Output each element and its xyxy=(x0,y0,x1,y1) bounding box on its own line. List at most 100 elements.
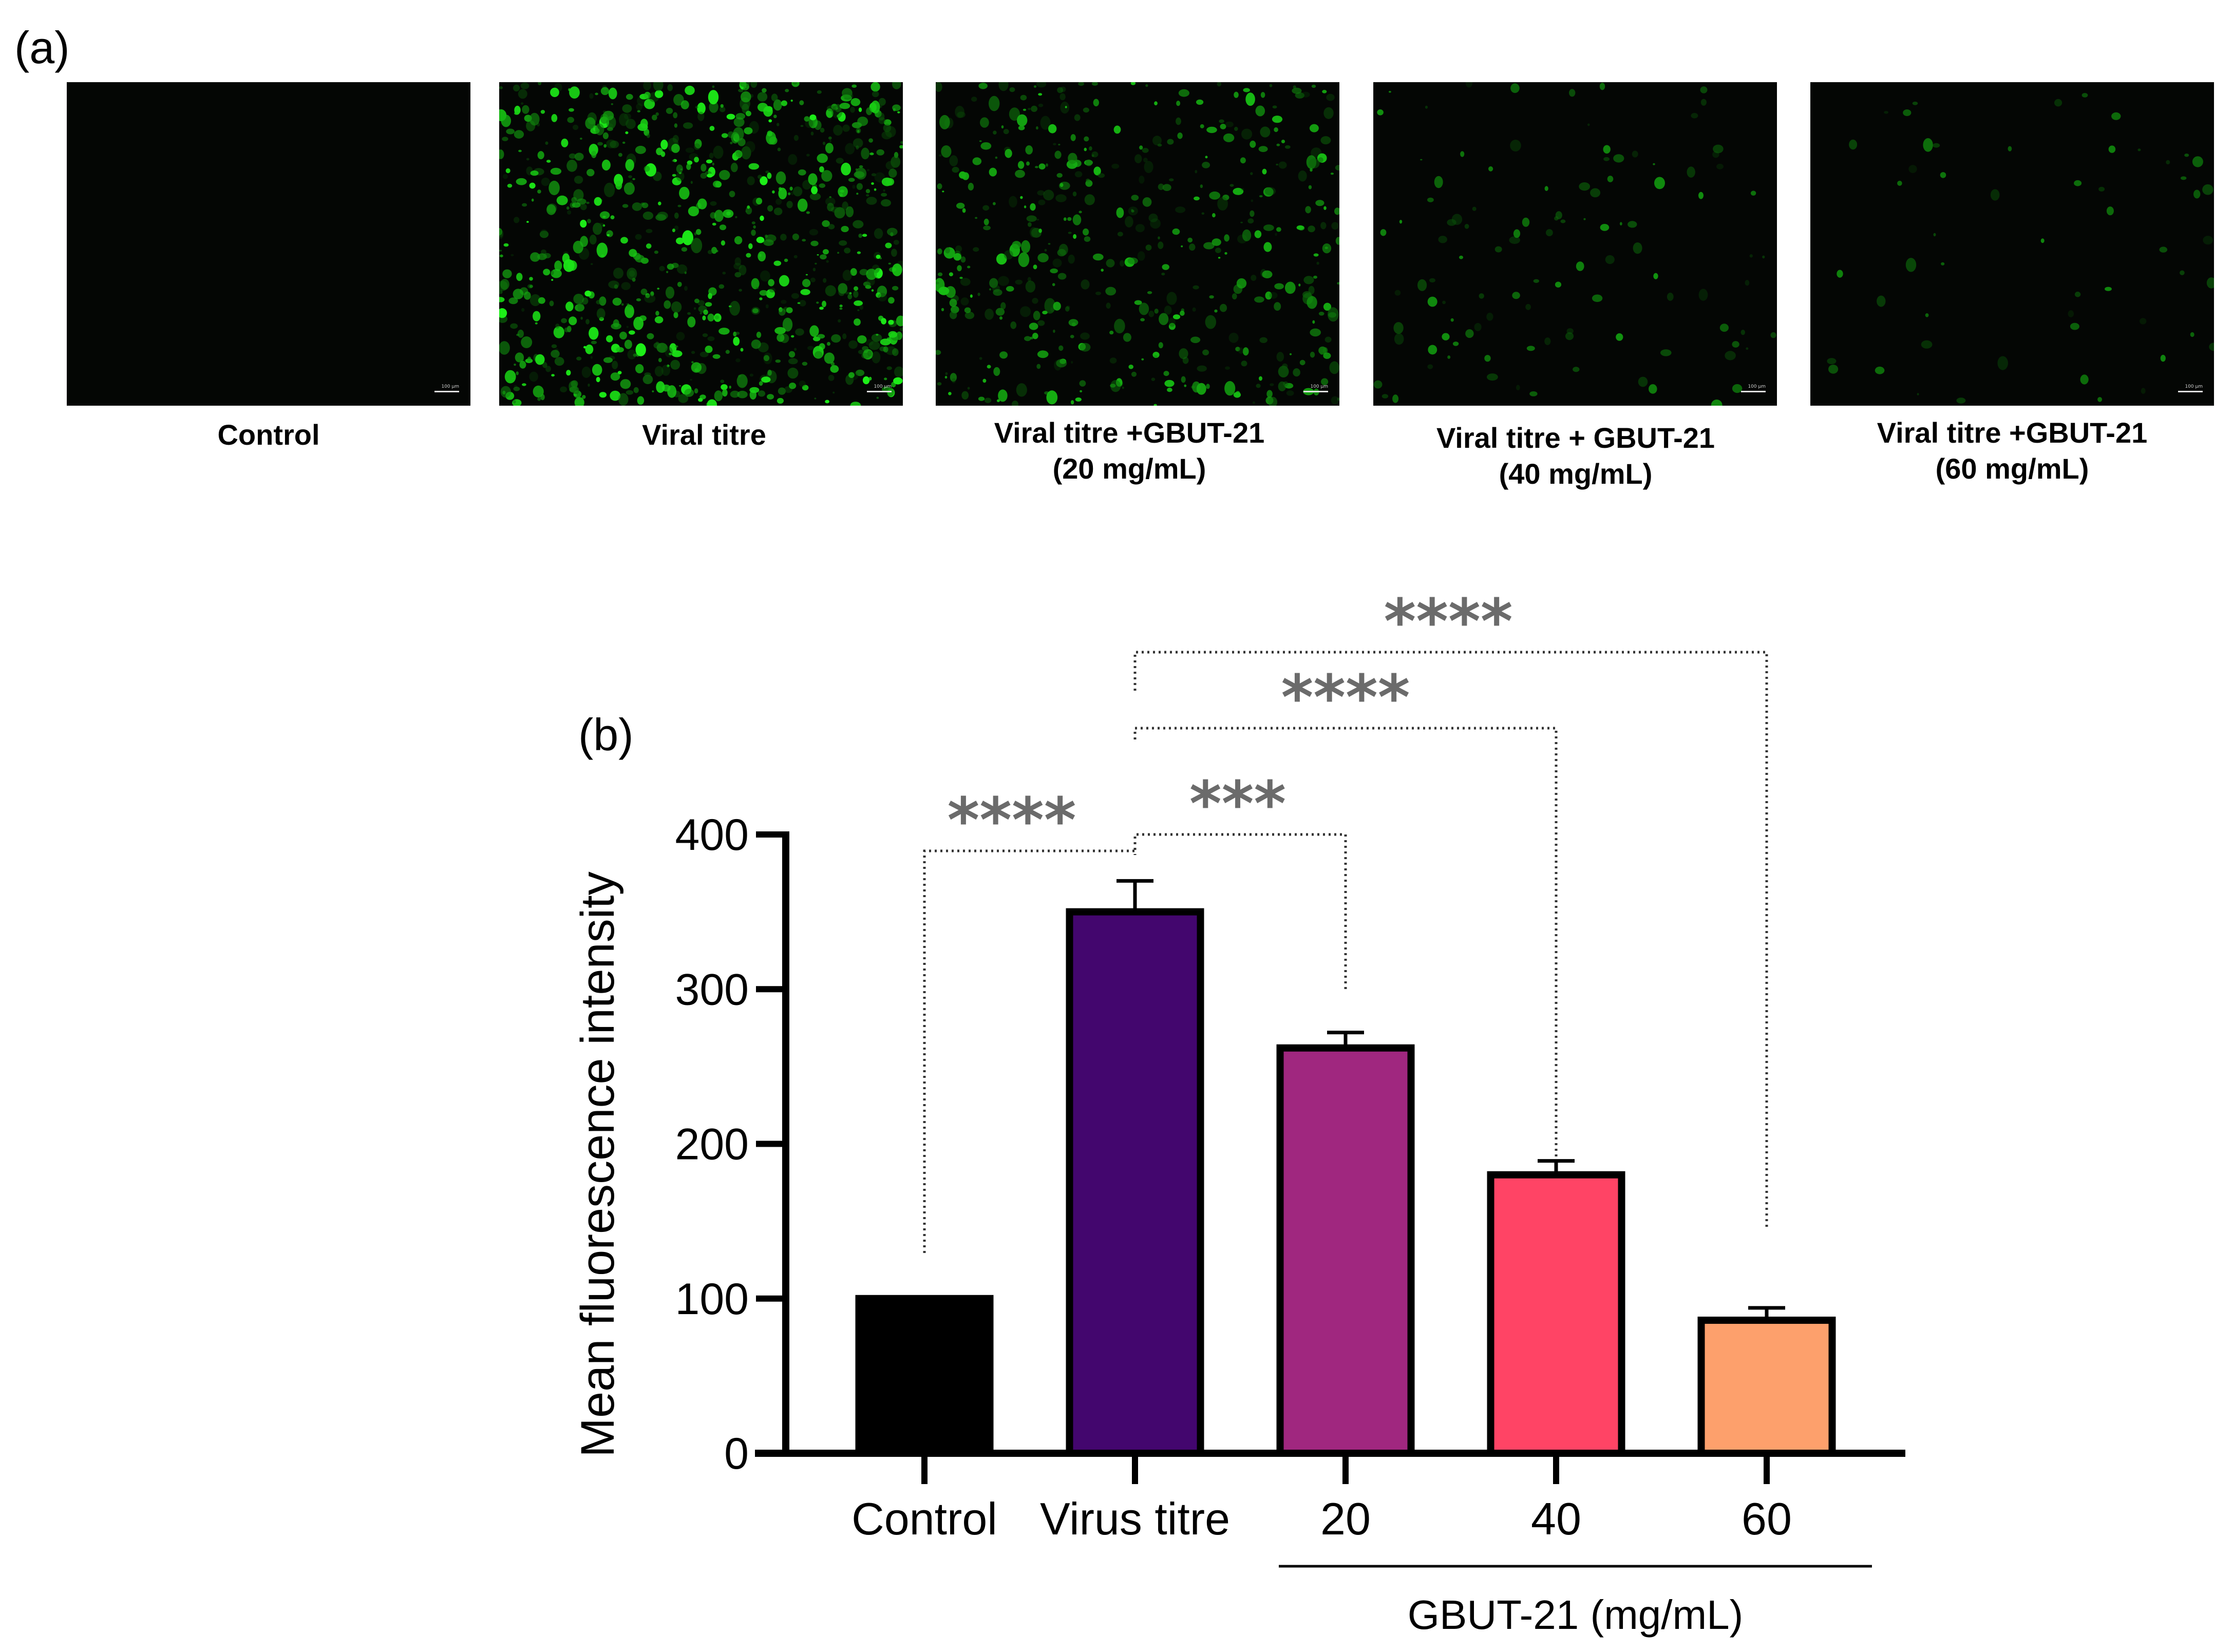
cell-speckle xyxy=(1884,111,1888,114)
cell-speckle xyxy=(980,117,989,128)
cell-speckle xyxy=(735,332,740,335)
cell-speckle xyxy=(1202,349,1209,355)
cell-speckle xyxy=(539,231,549,238)
cell-speckle xyxy=(960,278,971,286)
cell-speckle xyxy=(1006,286,1014,292)
cell-speckle xyxy=(1725,351,1736,360)
cell-speckle xyxy=(653,82,664,91)
cell-speckle xyxy=(1691,112,1698,119)
fluorescence-field xyxy=(1810,82,2214,406)
cell-speckle xyxy=(723,209,734,218)
cell-speckle xyxy=(586,201,590,204)
cell-speckle xyxy=(1322,90,1327,93)
significance-label: **** xyxy=(947,785,1076,857)
cell-speckle xyxy=(1060,101,1070,114)
cell-speckle xyxy=(1070,134,1076,141)
y-tick-label: 300 xyxy=(675,965,749,1014)
cell-speckle xyxy=(677,204,682,207)
cell-speckle xyxy=(1092,253,1104,261)
cell-speckle xyxy=(1158,183,1164,191)
cell-speckle xyxy=(1016,383,1027,397)
cell-speckle xyxy=(967,265,971,269)
cell-speckle xyxy=(705,302,712,307)
cell-speckle xyxy=(1212,238,1221,246)
cell-speckle xyxy=(1148,213,1158,222)
cell-speckle xyxy=(1036,364,1041,369)
cell-speckle xyxy=(1700,99,1707,106)
cell-speckle xyxy=(1323,302,1332,311)
cell-speckle xyxy=(1042,311,1048,315)
cell-speckle xyxy=(701,163,707,172)
cell-speckle xyxy=(674,225,679,231)
cell-speckle xyxy=(1232,293,1237,300)
cell-speckle xyxy=(563,259,575,272)
cell-speckle xyxy=(768,279,774,287)
cell-speckle xyxy=(1131,210,1134,213)
cell-speckle xyxy=(674,212,679,219)
cell-speckle xyxy=(1081,279,1090,290)
cell-speckle xyxy=(2209,343,2214,351)
scale-bar-label: 100 µm xyxy=(874,384,892,389)
cell-speckle xyxy=(1139,176,1145,184)
cell-speckle xyxy=(1110,380,1121,392)
cell-speckle xyxy=(1284,145,1291,149)
cell-speckle xyxy=(551,269,562,278)
cell-speckle xyxy=(1308,225,1315,233)
cell-speckle xyxy=(881,318,886,325)
cell-speckle xyxy=(874,172,885,183)
cell-speckle xyxy=(1555,281,1562,288)
cell-speckle xyxy=(993,130,997,135)
cell-speckle xyxy=(1040,116,1051,130)
cell-speckle xyxy=(745,141,755,153)
cell-speckle xyxy=(1266,390,1273,398)
cell-speckle xyxy=(667,364,670,368)
cell-speckle xyxy=(949,272,953,276)
cell-speckle xyxy=(693,307,696,310)
cell-speckle xyxy=(817,334,825,339)
cell-speckle xyxy=(2068,310,2074,317)
cell-speckle xyxy=(683,122,693,129)
cell-speckle xyxy=(823,141,826,145)
cell-speckle xyxy=(1667,292,1674,301)
cell-speckle xyxy=(1036,82,1047,88)
cell-speckle xyxy=(810,277,816,282)
cell-speckle xyxy=(614,284,618,289)
cell-speckle xyxy=(738,88,744,92)
cell-speckle xyxy=(2106,206,2114,216)
cell-speckle xyxy=(745,206,752,215)
cell-speckle xyxy=(635,234,642,240)
cell-speckle xyxy=(1235,347,1240,352)
cell-speckle xyxy=(644,294,656,303)
cell-speckle xyxy=(610,215,615,220)
cell-speckle xyxy=(820,254,827,260)
cell-speckle xyxy=(938,154,942,157)
cell-speckle xyxy=(656,147,663,156)
cell-speckle xyxy=(1921,340,1933,349)
cell-speckle xyxy=(1452,341,1459,346)
cell-speckle xyxy=(977,292,980,296)
cell-speckle xyxy=(808,173,818,185)
cell-speckle xyxy=(1474,322,1482,331)
cell-speckle xyxy=(569,381,577,392)
caption-gbut21-20: Viral titre +GBUT-21 (20 mg/mL) xyxy=(898,415,1360,487)
cell-speckle xyxy=(1256,384,1261,388)
cell-speckle xyxy=(853,138,863,148)
cell-speckle xyxy=(838,288,845,296)
cell-speckle xyxy=(672,229,675,233)
cell-speckle xyxy=(938,272,943,276)
cell-speckle xyxy=(942,191,944,193)
cell-speckle xyxy=(1320,352,1323,355)
cell-speckle xyxy=(611,323,621,330)
cell-speckle xyxy=(1298,283,1301,287)
cell-speckle xyxy=(857,251,861,254)
cell-speckle xyxy=(881,193,887,197)
cell-speckle xyxy=(1997,356,2008,370)
fluorescence-field xyxy=(67,82,470,406)
cell-speckle xyxy=(841,225,849,233)
cell-speckle xyxy=(985,309,994,320)
cell-speckle xyxy=(938,287,950,295)
cell-speckle xyxy=(1427,197,1434,202)
cell-speckle xyxy=(1442,300,1446,305)
cell-speckle xyxy=(767,394,774,400)
cell-speckle xyxy=(1148,311,1155,317)
